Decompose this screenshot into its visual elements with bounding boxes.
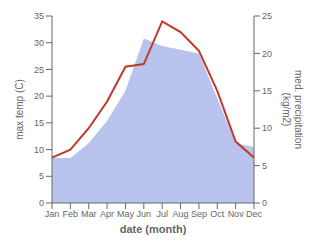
svg-text:May: May xyxy=(117,209,135,219)
svg-text:25: 25 xyxy=(262,11,272,21)
svg-text:Aug: Aug xyxy=(173,209,189,219)
svg-text:20: 20 xyxy=(34,91,44,101)
svg-text:Jul: Jul xyxy=(156,209,168,219)
svg-text:15: 15 xyxy=(262,86,272,96)
svg-text:0: 0 xyxy=(39,198,44,208)
svg-text:Nov: Nov xyxy=(228,209,245,219)
svg-text:Jun: Jun xyxy=(137,209,152,219)
svg-text:Apr: Apr xyxy=(100,209,114,219)
svg-text:20: 20 xyxy=(262,49,272,59)
svg-text:Sep: Sep xyxy=(191,209,207,219)
svg-text:10: 10 xyxy=(34,145,44,155)
svg-text:Jan: Jan xyxy=(45,209,60,219)
svg-text:0: 0 xyxy=(262,198,267,208)
svg-text:15: 15 xyxy=(34,118,44,128)
svg-text:date (month): date (month) xyxy=(120,223,187,235)
svg-text:5: 5 xyxy=(262,161,267,171)
svg-text:5: 5 xyxy=(39,171,44,181)
svg-text:10: 10 xyxy=(262,123,272,133)
svg-text:25: 25 xyxy=(34,65,44,75)
svg-text:Mar: Mar xyxy=(81,209,97,219)
svg-text:35: 35 xyxy=(34,11,44,21)
svg-text:30: 30 xyxy=(34,38,44,48)
svg-text:med. precipitation(kg/m2): med. precipitation(kg/m2) xyxy=(281,70,304,149)
svg-text:max temp (C): max temp (C) xyxy=(14,79,25,140)
svg-text:Dec: Dec xyxy=(246,209,263,219)
svg-text:Feb: Feb xyxy=(63,209,79,219)
svg-text:Oct: Oct xyxy=(210,209,225,219)
